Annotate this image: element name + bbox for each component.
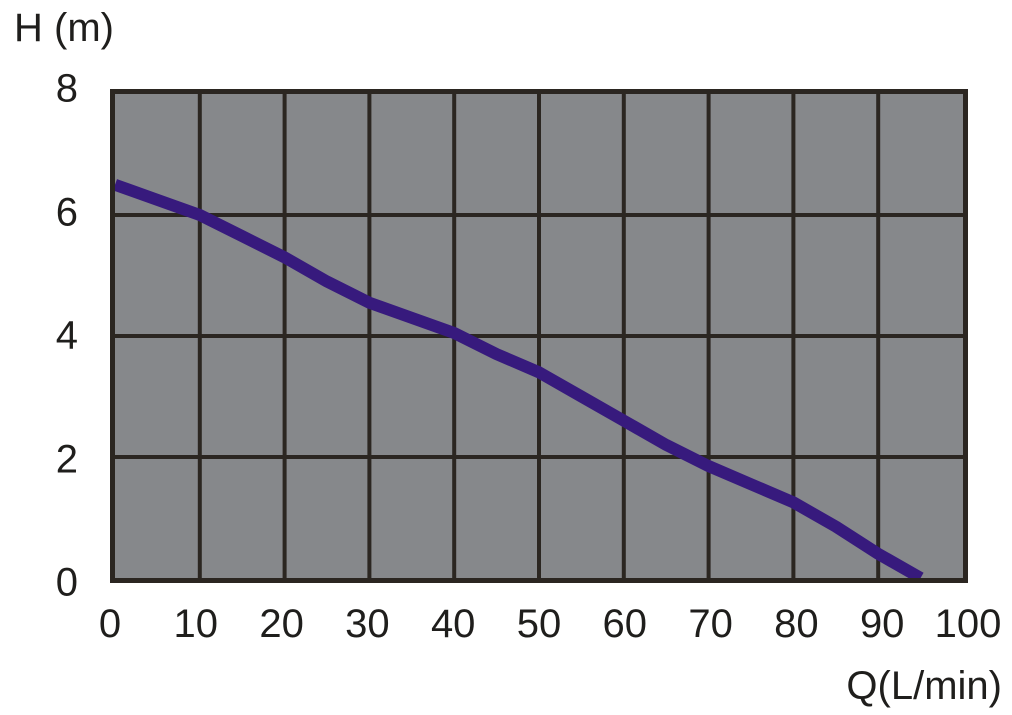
y-tick-label: 4 [55, 313, 78, 358]
x-tick-label: 10 [173, 602, 219, 646]
y-axis-label: H (m) [14, 6, 114, 50]
x-tick-label: 80 [774, 602, 819, 646]
x-tick-label: 60 [602, 602, 648, 646]
y-tick-label: 8 [55, 66, 78, 111]
y-tick-label: 2 [55, 437, 78, 481]
x-tick-label: 0 [98, 602, 122, 646]
x-tick-label: 90 [859, 602, 905, 646]
x-tick-label: 20 [259, 602, 304, 646]
pump-head-flow-curve [115, 179, 924, 578]
x-tick-label: 100 [934, 602, 1002, 646]
x-tick-label: 40 [430, 602, 476, 646]
curve-svg [115, 94, 963, 578]
plot-area [110, 89, 968, 583]
y-tick-label: 0 [55, 560, 78, 605]
x-tick-label: 50 [516, 602, 562, 646]
x-tick-label: 30 [345, 602, 390, 646]
y-tick-label: 6 [55, 190, 78, 234]
x-axis-label: Q(L/min) [846, 664, 1002, 708]
x-tick-label: 70 [688, 602, 733, 646]
